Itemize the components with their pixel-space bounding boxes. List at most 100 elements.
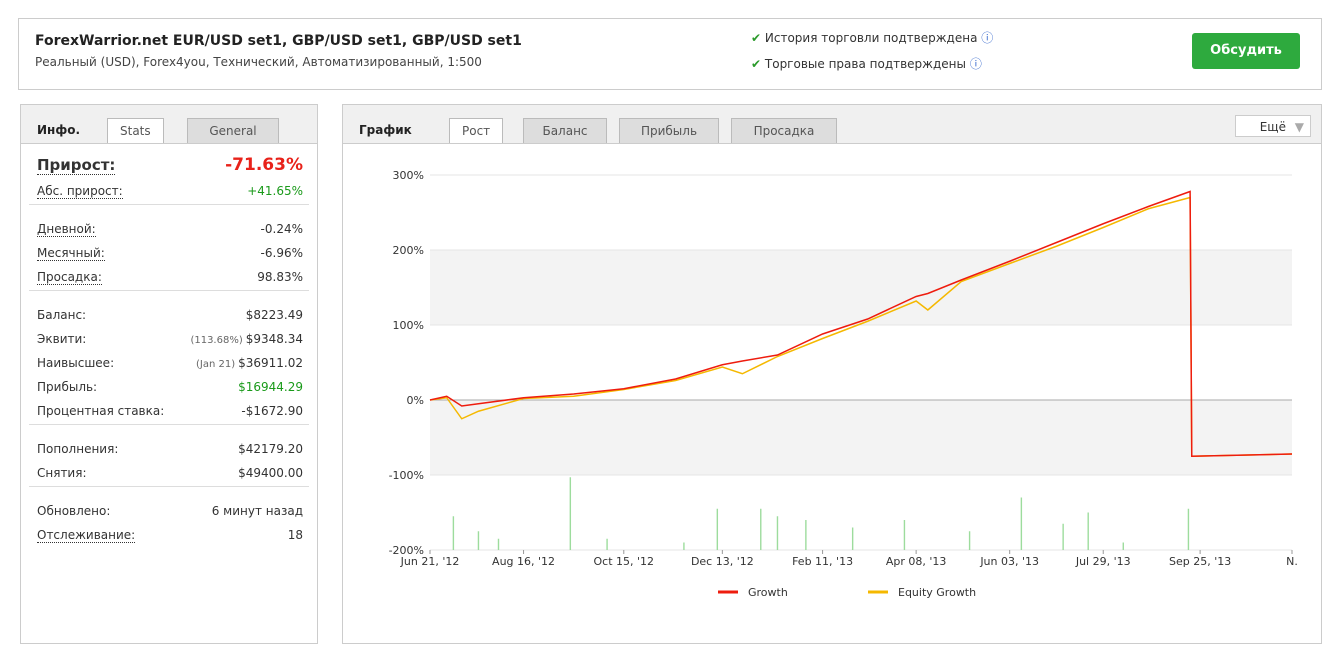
y-tick-label: -100% bbox=[389, 469, 424, 482]
row-label: Месячный: bbox=[37, 245, 105, 261]
row-value: 18 bbox=[288, 528, 303, 542]
y-tick-label: -200% bbox=[389, 544, 424, 557]
activity-bar bbox=[606, 538, 608, 550]
activity-bar bbox=[683, 542, 685, 550]
info-panel: Инфо. Stats General Прирост: -71.63% Абс. … bbox=[20, 104, 318, 644]
row-value: +41.65% bbox=[247, 184, 303, 198]
tab[interactable]: График bbox=[359, 123, 412, 137]
info-row: Наивысшее: (Jan 21) $36911.02 bbox=[37, 353, 303, 373]
row-value-text: -0.24% bbox=[260, 222, 303, 236]
tab[interactable]: Просадка bbox=[731, 118, 837, 143]
grid-band bbox=[430, 400, 1292, 475]
row-value-text: -$1672.90 bbox=[241, 404, 303, 418]
info-row: Баланс: $8223.49 bbox=[37, 305, 303, 325]
row-label: Прибыль: bbox=[37, 380, 98, 394]
tab[interactable]: Инфо. bbox=[37, 123, 81, 137]
info-row: Эквити: (113.68%) $9348.34 bbox=[37, 329, 303, 349]
row-value-text: $36911.02 bbox=[238, 356, 303, 370]
activity-bar bbox=[968, 531, 971, 550]
activity-bar bbox=[477, 531, 480, 550]
info-row: Абс. прирост: +41.65% bbox=[37, 181, 303, 201]
x-tick-label: Oct 15, '12 bbox=[594, 555, 655, 568]
row-label: Обновлено: bbox=[37, 504, 111, 518]
row-value-text: $9348.34 bbox=[245, 332, 303, 346]
row-label: Прирост: bbox=[37, 155, 116, 175]
row-value-text: -6.96% bbox=[260, 246, 303, 260]
chart-panel: График Рост Баланс Прибыль Просадка Ещё ▼… bbox=[342, 104, 1322, 644]
discuss-button[interactable]: Обсудить bbox=[1192, 33, 1300, 69]
info-row: Месячный: -6.96% bbox=[37, 243, 303, 263]
x-tick-label: Apr 08, '13 bbox=[886, 555, 947, 568]
row-value: 98.83% bbox=[257, 270, 303, 284]
row-label: Снятия: bbox=[37, 466, 87, 480]
row-label: Эквити: bbox=[37, 332, 87, 346]
activity-bar bbox=[805, 520, 807, 550]
x-tick-label: Aug 16, '12 bbox=[492, 555, 555, 568]
grid-band bbox=[430, 250, 1292, 325]
row-label: Пополнения: bbox=[37, 442, 119, 456]
info-row: Отслеживание: 18 bbox=[37, 525, 303, 545]
row-value: $49400.00 bbox=[238, 466, 303, 480]
separator bbox=[29, 290, 309, 291]
tab[interactable]: Stats bbox=[107, 118, 164, 143]
activity-bar bbox=[569, 477, 572, 550]
info-row: Процентная ставка: -$1672.90 bbox=[37, 401, 303, 421]
y-tick-label: 300% bbox=[393, 169, 424, 182]
check: ✔ Торговые права подтверждены ⓘ bbox=[751, 57, 982, 71]
activity-bar bbox=[716, 508, 719, 550]
tab[interactable]: Рост bbox=[449, 118, 504, 143]
row-value: (Jan 21) $36911.02 bbox=[196, 356, 303, 370]
row-value: -0.24% bbox=[261, 222, 303, 236]
row-value: $16944.29 bbox=[238, 380, 303, 394]
row-value: $42179.20 bbox=[238, 442, 303, 456]
check-text: Торговые права подтверждены bbox=[764, 57, 966, 71]
y-tick-label: 200% bbox=[393, 244, 424, 257]
tab-bar: Инфо. Stats General bbox=[21, 105, 317, 144]
activity-bar bbox=[903, 520, 906, 550]
tab[interactable]: Прибыль bbox=[619, 118, 719, 143]
x-tick-label: Jul 29, '13 bbox=[1075, 555, 1131, 568]
more-dropdown[interactable]: Ещё ▼ bbox=[1235, 115, 1311, 137]
subtitle: Реальный (USD), Forex4you, Технический, … bbox=[35, 55, 482, 69]
activity-bar bbox=[1122, 542, 1124, 550]
info-row: Прибыль: $16944.29 bbox=[37, 377, 303, 397]
title: ForexWarrior.net EUR/USD set1, GBP/USD s… bbox=[35, 33, 522, 49]
row-value: $8223.49 bbox=[246, 308, 303, 322]
tab[interactable]: Баланс bbox=[523, 118, 607, 143]
activity-bar bbox=[1020, 497, 1023, 550]
series-line bbox=[429, 196, 1293, 458]
separator bbox=[29, 486, 309, 487]
info-row: Снятия: $49400.00 bbox=[37, 463, 303, 483]
chart: -200% -100% 0% 100% 200% 300% Jun 21, '12 Aug 1… bbox=[389, 169, 1298, 599]
check: ✔ История торговли подтверждена ⓘ bbox=[751, 31, 994, 45]
legend-label: Growth bbox=[748, 586, 788, 599]
activity-bar bbox=[1062, 523, 1064, 550]
activity-bar bbox=[1187, 508, 1190, 550]
check-text: История торговли подтверждена bbox=[764, 31, 978, 45]
row-value-text: $42179.20 bbox=[238, 442, 303, 456]
row-value-text: 98.83% bbox=[257, 270, 303, 284]
activity-bar bbox=[497, 538, 500, 550]
x-tick-label: Jun 03, '13 bbox=[979, 555, 1039, 568]
row-note: (113.68%) bbox=[190, 335, 243, 346]
tab-bar: График Рост Баланс Прибыль Просадка Ещё ▼ bbox=[343, 105, 1321, 144]
header: ForexWarrior.net EUR/USD set1, GBP/USD s… bbox=[18, 18, 1322, 90]
row-value-text: $16944.29 bbox=[238, 380, 303, 394]
info-row: Прирост: -71.63% bbox=[37, 155, 303, 175]
row-label: Баланс: bbox=[37, 308, 87, 322]
row-value-text: -71.63% bbox=[225, 155, 303, 175]
row-label: Наивысшее: bbox=[37, 356, 115, 370]
row-note: (Jan 21) bbox=[195, 359, 236, 370]
row-value-text: 18 bbox=[287, 528, 303, 542]
row-value: 6 минут назад bbox=[212, 504, 303, 518]
y-tick-label: 0% bbox=[407, 394, 424, 407]
legend-label: Equity Growth bbox=[898, 586, 976, 599]
series-line bbox=[429, 190, 1293, 458]
tab[interactable]: General bbox=[187, 118, 279, 143]
activity-bar bbox=[851, 527, 854, 550]
x-tick-label: Feb 11, '13 bbox=[792, 555, 853, 568]
row-value: -6.96% bbox=[261, 246, 303, 260]
x-tick-label: Dec 13, '12 bbox=[691, 555, 754, 568]
info-row: Пополнения: $42179.20 bbox=[37, 439, 303, 459]
separator bbox=[29, 204, 309, 205]
